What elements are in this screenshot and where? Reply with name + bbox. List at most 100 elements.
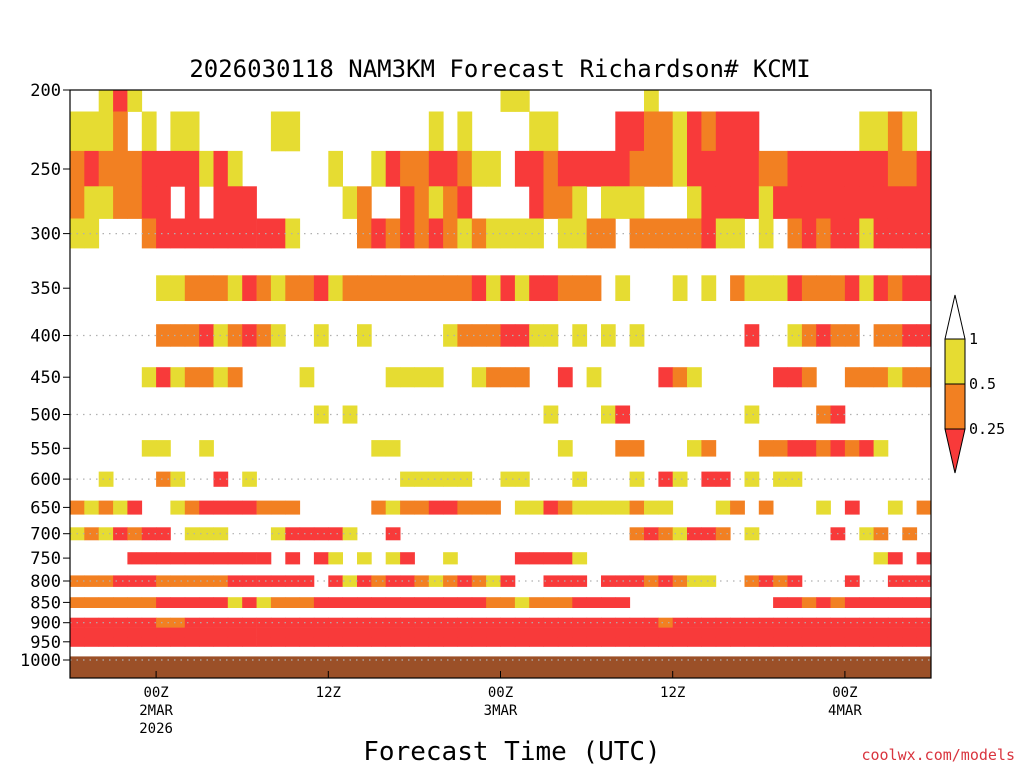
heatmap-cell (658, 500, 674, 515)
heatmap-cell (242, 627, 257, 638)
heatmap-cell (84, 218, 100, 249)
heatmap-cell (658, 637, 674, 647)
heatmap-cell (744, 575, 760, 587)
heatmap-cell (615, 500, 631, 515)
heatmap-cell (299, 627, 315, 638)
heatmap-cell (98, 627, 114, 638)
heatmap-cell (457, 471, 473, 487)
heatmap-cell (672, 150, 688, 187)
heatmap-cell (572, 500, 588, 515)
heatmap-cell (400, 275, 415, 301)
heatmap-cell (773, 575, 788, 587)
colorbar: 1 0.5 0.25 (944, 294, 1005, 474)
heatmap-cell (285, 552, 301, 565)
heatmap-cell (457, 627, 473, 638)
heatmap-cell (557, 367, 573, 388)
heatmap-cell (615, 637, 631, 647)
heatmap-cell (615, 627, 631, 638)
heatmap-cell (816, 275, 831, 301)
heatmap-cell (744, 617, 760, 628)
heatmap-cell (529, 552, 544, 565)
heatmap-cell (787, 218, 803, 249)
heatmap-cell (443, 186, 458, 219)
heatmap-cell (227, 218, 243, 249)
heatmap-cell (141, 111, 157, 152)
heatmap-cell (170, 471, 186, 487)
heatmap-cell (629, 627, 645, 638)
heatmap-cell (701, 617, 717, 628)
heatmap-cell (658, 150, 674, 187)
heatmap-cell (127, 597, 143, 608)
heatmap-cell (371, 275, 387, 301)
heatmap-cell (156, 575, 171, 587)
heatmap-cell (70, 186, 85, 219)
heatmap-cell (256, 552, 272, 565)
heatmap-cell (801, 186, 817, 219)
heatmap-cell (385, 150, 401, 187)
heatmap-cell (170, 324, 186, 347)
heatmap-cell (859, 440, 875, 457)
heatmap-cell (672, 637, 688, 647)
heatmap-cell (141, 627, 157, 638)
heatmap-cell (113, 637, 128, 647)
heatmap-cell (400, 150, 415, 187)
heatmap-cell (601, 617, 616, 628)
heatmap-cell (400, 575, 415, 587)
heatmap-cell (801, 367, 817, 388)
heatmap-cell (701, 527, 717, 541)
heatmap-cell (270, 637, 286, 647)
heatmap-cell (400, 367, 415, 388)
heatmap-cell (471, 637, 487, 647)
heatmap-cell (701, 440, 717, 457)
heatmap-cell (672, 527, 688, 541)
heatmap-cell (285, 111, 301, 152)
heatmap-cell (443, 597, 458, 608)
heatmap-cell (184, 597, 200, 608)
heatmap-cell (184, 324, 200, 347)
heatmap-cell (672, 218, 688, 249)
heatmap-cell (98, 575, 114, 587)
heatmap-cell (443, 627, 458, 638)
heatmap-cell (744, 275, 760, 301)
heatmap-cell (787, 324, 803, 347)
heatmap-cell (170, 111, 186, 152)
heatmap-cell (184, 186, 200, 219)
heatmap-cell (787, 275, 803, 301)
colorbar-bin-orange (944, 383, 966, 430)
y-tick-label: 400 (30, 327, 61, 347)
y-tick-label: 800 (30, 572, 61, 592)
heatmap-cell (687, 186, 702, 219)
heatmap-cell (342, 275, 358, 301)
heatmap-cell (213, 637, 229, 647)
heatmap-cell (859, 111, 875, 152)
heatmap-cell (543, 597, 559, 608)
heatmap-cell (572, 637, 588, 647)
heatmap-cell (199, 627, 214, 638)
heatmap-cell (801, 440, 817, 457)
heatmap-cell (801, 275, 817, 301)
heatmap-cell (514, 627, 530, 638)
heatmap-cell (801, 637, 817, 647)
heatmap-cell (543, 627, 559, 638)
heatmap-cell (342, 627, 358, 638)
heatmap-cell (170, 617, 186, 628)
heatmap-cell (342, 597, 358, 608)
heatmap-cell (572, 575, 588, 587)
heatmap-cell (873, 367, 889, 388)
x-tick-label: 12Z (660, 685, 685, 701)
heatmap-cell (156, 150, 171, 187)
heatmap-cell (98, 150, 114, 187)
heatmap-cell (644, 218, 659, 249)
heatmap-cell (127, 500, 143, 515)
heatmap-cell (242, 637, 257, 647)
heatmap-cell (601, 150, 616, 187)
heatmap-cell (400, 597, 415, 608)
heatmap-cell (471, 627, 487, 638)
heatmap-cell (572, 597, 588, 608)
heatmap-cell (113, 150, 128, 187)
heatmap-cell (830, 150, 846, 187)
heatmap-cell (730, 637, 745, 647)
y-tick-label: 750 (30, 549, 61, 569)
heatmap-cell (514, 90, 530, 112)
heatmap-cell (529, 637, 544, 647)
